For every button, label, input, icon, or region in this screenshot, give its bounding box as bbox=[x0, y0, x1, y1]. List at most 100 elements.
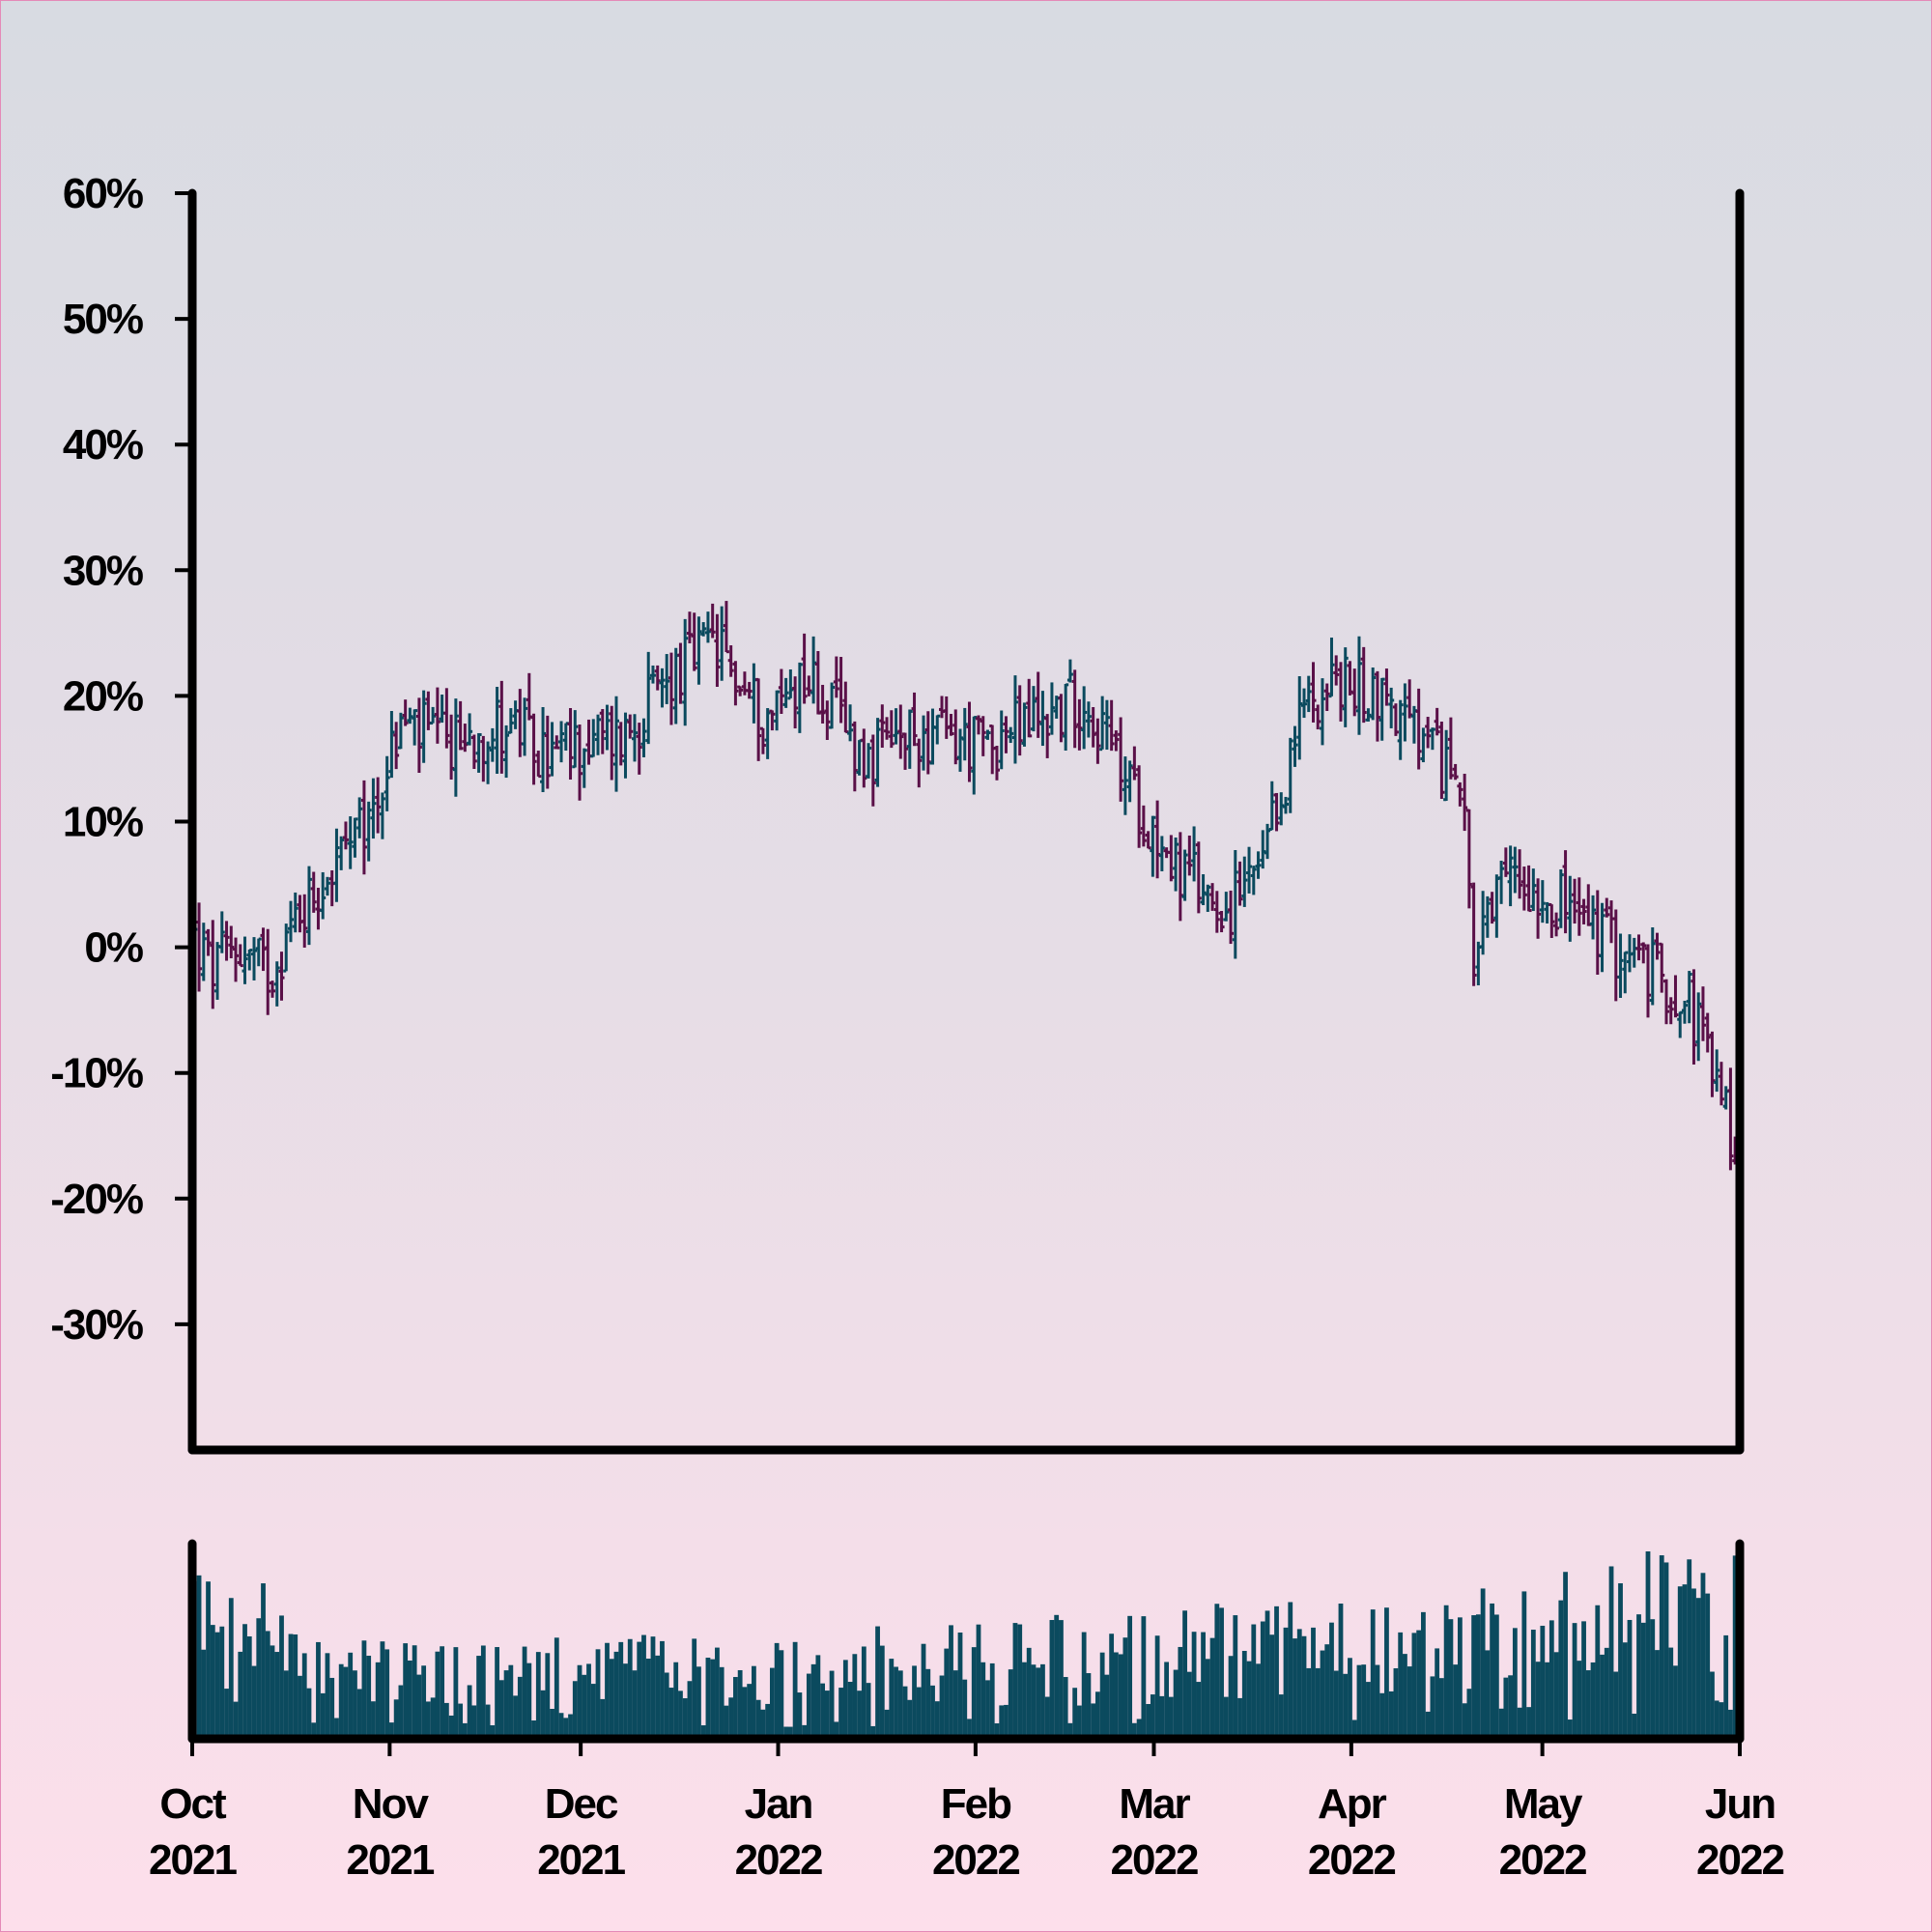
ohlc-bar bbox=[1567, 875, 1574, 942]
ohlc-bar bbox=[439, 695, 445, 724]
volume-bar bbox=[1632, 1714, 1637, 1739]
volume-bar bbox=[1329, 1622, 1334, 1739]
ohlc-bar bbox=[1236, 861, 1243, 906]
ohlc-bar bbox=[1058, 694, 1065, 743]
volume-bar bbox=[755, 1699, 761, 1739]
volume-bar bbox=[1356, 1664, 1362, 1739]
ohlc-bar bbox=[1378, 677, 1385, 741]
volume-bar bbox=[1480, 1588, 1486, 1739]
ohlc-bar bbox=[1447, 717, 1454, 780]
volume-bar bbox=[1178, 1646, 1183, 1739]
volume-bar bbox=[783, 1726, 789, 1739]
volume-bar bbox=[1435, 1648, 1440, 1739]
volume-bar bbox=[398, 1685, 404, 1739]
volume-bar bbox=[288, 1634, 294, 1739]
ohlc-bar bbox=[824, 700, 831, 740]
volume-bar bbox=[448, 1715, 454, 1739]
volume-bar bbox=[792, 1641, 798, 1739]
volume-bar bbox=[1622, 1642, 1628, 1739]
ohlc-bar bbox=[1154, 800, 1161, 879]
ohlc-bar bbox=[1011, 675, 1018, 764]
volume-bar bbox=[375, 1662, 381, 1739]
ohlc-bar bbox=[696, 616, 702, 685]
ohlc-bar bbox=[645, 651, 652, 745]
volume-bar bbox=[1246, 1661, 1252, 1739]
ohlc-bar bbox=[255, 937, 262, 967]
ohlc-bar bbox=[1118, 717, 1124, 802]
ohlc-bar bbox=[205, 928, 212, 956]
volume-bar bbox=[1351, 1719, 1357, 1739]
volume-bar bbox=[508, 1664, 514, 1739]
ohlc-bar bbox=[1489, 892, 1495, 924]
volume-bar bbox=[787, 1726, 793, 1739]
ohlc-bar bbox=[1351, 668, 1358, 717]
ohlc-bar bbox=[897, 704, 904, 759]
volume-bar bbox=[228, 1598, 234, 1739]
volume-bar bbox=[1186, 1671, 1192, 1739]
x-tick-label-month: Oct bbox=[159, 1780, 227, 1828]
ohlc-bar bbox=[622, 712, 629, 779]
volume-bar bbox=[421, 1665, 427, 1739]
ohlc-bar bbox=[829, 682, 836, 729]
x-tick-label-month: Apr bbox=[1318, 1780, 1387, 1828]
ohlc-bar bbox=[475, 732, 482, 773]
volume-bar bbox=[256, 1618, 262, 1739]
volume-bar bbox=[806, 1673, 811, 1739]
ohlc-bar bbox=[507, 708, 514, 734]
volume-bar bbox=[224, 1689, 229, 1739]
volume-bar bbox=[1196, 1682, 1202, 1739]
volume-bar bbox=[1640, 1622, 1646, 1739]
volume-bar bbox=[1453, 1664, 1459, 1739]
ohlc-bar bbox=[1553, 912, 1560, 937]
volume-bar bbox=[1333, 1670, 1339, 1739]
ohlc-bar bbox=[1103, 699, 1110, 751]
y-tick-label: -10% bbox=[50, 1050, 143, 1097]
volume-bar bbox=[962, 1679, 968, 1739]
volume-bar bbox=[503, 1670, 509, 1739]
volume-bar bbox=[293, 1634, 298, 1739]
volume-bar bbox=[1251, 1624, 1257, 1739]
volume-bar bbox=[930, 1685, 935, 1739]
volume-bar bbox=[1141, 1616, 1147, 1739]
volume-bar bbox=[545, 1653, 551, 1739]
ohlc-bar bbox=[1397, 699, 1404, 760]
ohlc-bar bbox=[412, 709, 418, 746]
volume-bar bbox=[1095, 1691, 1100, 1739]
ohlc-bar bbox=[604, 704, 611, 751]
ohlc-bar bbox=[861, 728, 867, 788]
volume-bar bbox=[645, 1659, 651, 1739]
ohlc-bar bbox=[1699, 986, 1706, 1041]
volume-bar bbox=[618, 1641, 624, 1739]
volume-bar bbox=[765, 1703, 771, 1739]
volume-bar bbox=[480, 1645, 486, 1739]
ohlc-bar bbox=[1008, 726, 1014, 744]
ohlc-bar bbox=[1470, 882, 1477, 986]
volume-bar bbox=[907, 1699, 913, 1739]
ohlc-bar bbox=[1232, 850, 1238, 959]
ohlc-bar bbox=[759, 726, 766, 754]
ohlc-bar bbox=[874, 718, 881, 787]
volume-bar bbox=[1719, 1702, 1724, 1739]
volume-bar bbox=[834, 1721, 839, 1739]
volume-bar bbox=[1448, 1619, 1454, 1739]
volume-bar bbox=[1613, 1671, 1619, 1739]
volume-bar bbox=[1466, 1689, 1472, 1739]
ohlc-bar bbox=[1649, 927, 1656, 1006]
ohlc-bar bbox=[1365, 708, 1372, 722]
ohlc-bar bbox=[1186, 835, 1193, 876]
volume-bar bbox=[664, 1672, 669, 1739]
ohlc-bar bbox=[251, 937, 258, 980]
y-tick-label: 30% bbox=[63, 547, 143, 594]
ohlc-bar bbox=[1383, 668, 1390, 706]
volume-bar bbox=[1600, 1654, 1605, 1739]
volume-bar bbox=[1146, 1703, 1151, 1739]
volume-bar bbox=[1228, 1656, 1234, 1739]
volume-bar bbox=[563, 1718, 569, 1739]
ohlc-bar bbox=[704, 611, 711, 643]
ohlc-bar bbox=[1016, 685, 1023, 756]
volume-bar bbox=[1545, 1662, 1549, 1739]
ohlc-bar bbox=[1493, 874, 1500, 938]
ohlc-bar bbox=[214, 942, 221, 1000]
volume-bar bbox=[1113, 1652, 1119, 1739]
ohlc-bar bbox=[1502, 847, 1509, 877]
